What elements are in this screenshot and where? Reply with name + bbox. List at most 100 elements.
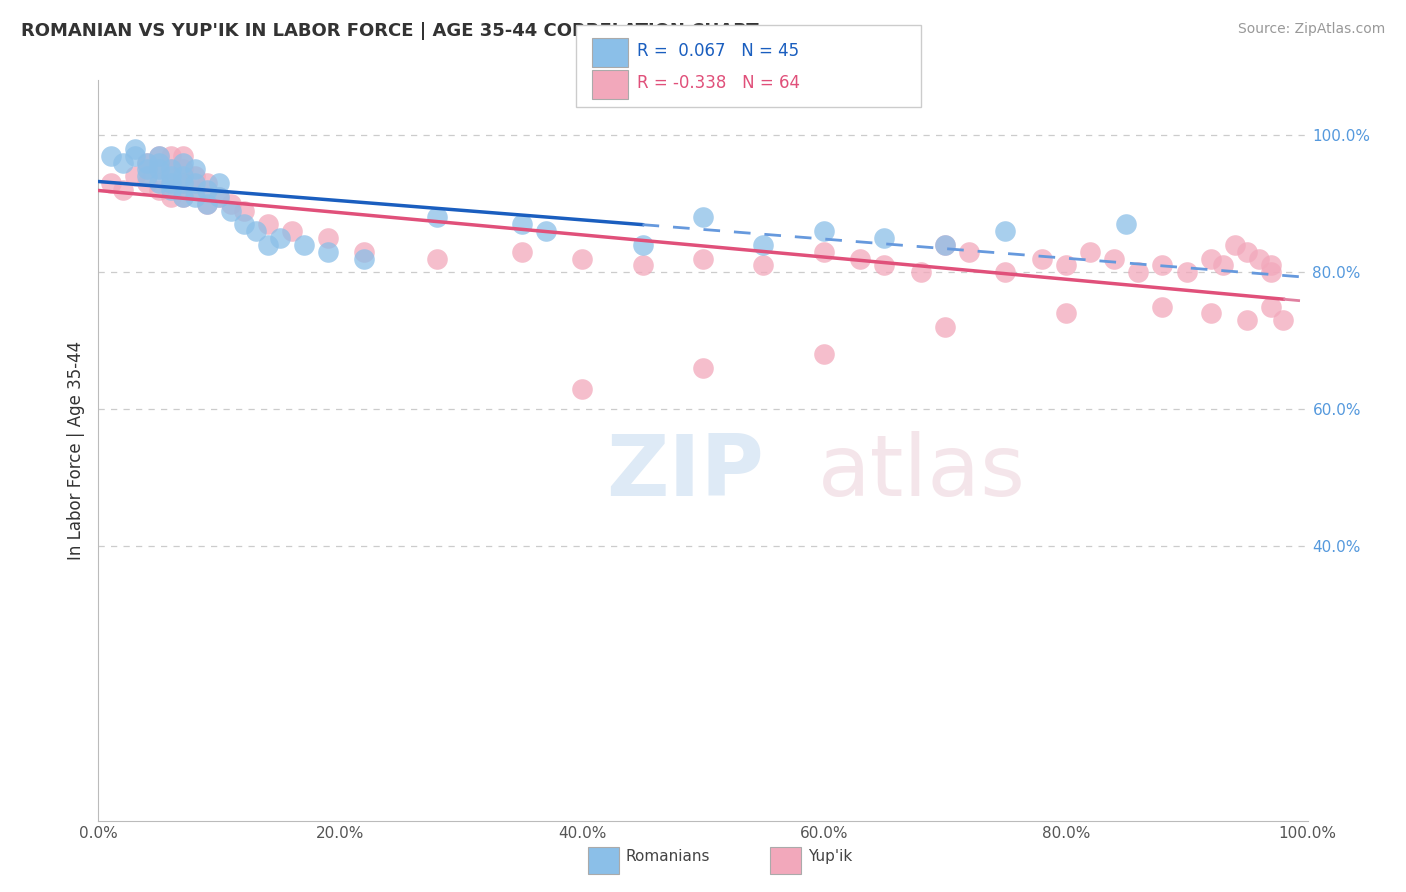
Point — [148, 149, 170, 163]
Point — [221, 203, 243, 218]
Point — [1152, 300, 1174, 314]
Point — [184, 176, 207, 190]
Point — [160, 149, 183, 163]
Point — [316, 244, 339, 259]
Text: Source: ZipAtlas.com: Source: ZipAtlas.com — [1237, 22, 1385, 37]
Point — [195, 196, 218, 211]
Point — [160, 190, 183, 204]
Point — [426, 211, 449, 225]
Point — [135, 169, 157, 184]
Point — [353, 244, 375, 259]
Point — [813, 244, 835, 259]
Text: R = -0.338   N = 64: R = -0.338 N = 64 — [637, 74, 800, 92]
Point — [256, 217, 278, 231]
Point — [1078, 244, 1101, 259]
Point — [111, 155, 134, 169]
Point — [934, 320, 956, 334]
Text: R =  0.067   N = 45: R = 0.067 N = 45 — [637, 42, 799, 60]
Point — [1212, 259, 1234, 273]
Point — [510, 244, 533, 259]
Point — [849, 252, 872, 266]
Point — [813, 224, 835, 238]
Point — [426, 252, 449, 266]
Point — [1054, 259, 1077, 273]
Point — [510, 217, 533, 231]
Point — [1199, 306, 1222, 320]
Point — [172, 149, 194, 163]
Point — [148, 183, 170, 197]
Point — [172, 162, 194, 177]
Point — [752, 237, 775, 252]
Point — [934, 237, 956, 252]
Point — [135, 155, 157, 169]
Text: ZIP: ZIP — [606, 431, 763, 514]
Point — [148, 176, 170, 190]
Point — [1249, 252, 1271, 266]
Point — [752, 259, 775, 273]
Point — [232, 217, 254, 231]
Point — [124, 149, 146, 163]
Point — [124, 169, 146, 184]
Point — [1115, 217, 1137, 231]
Point — [269, 231, 291, 245]
Point — [184, 169, 207, 184]
Point — [172, 176, 194, 190]
Point — [208, 190, 231, 204]
Point — [148, 149, 170, 163]
Point — [873, 259, 896, 273]
Point — [148, 155, 170, 169]
Point — [111, 183, 134, 197]
Point — [1199, 252, 1222, 266]
Point — [172, 190, 194, 204]
Point — [135, 162, 157, 177]
Point — [172, 190, 194, 204]
Point — [135, 155, 157, 169]
Point — [631, 237, 654, 252]
Point — [957, 244, 980, 259]
Point — [1236, 244, 1258, 259]
Y-axis label: In Labor Force | Age 35-44: In Labor Force | Age 35-44 — [66, 341, 84, 560]
Point — [160, 162, 183, 177]
Point — [292, 237, 315, 252]
Point — [994, 224, 1017, 238]
Point — [232, 203, 254, 218]
Point — [184, 190, 207, 204]
Point — [910, 265, 932, 279]
Point — [1031, 252, 1053, 266]
Point — [281, 224, 304, 238]
Point — [172, 176, 194, 190]
Point — [160, 183, 183, 197]
Point — [208, 176, 231, 190]
Point — [245, 224, 267, 238]
Point — [316, 231, 339, 245]
Point — [692, 252, 714, 266]
Point — [184, 162, 207, 177]
Point — [172, 155, 194, 169]
Point — [1152, 259, 1174, 273]
Point — [813, 347, 835, 361]
Point — [100, 149, 122, 163]
Point — [221, 196, 243, 211]
Point — [124, 142, 146, 156]
Point — [1260, 300, 1282, 314]
Point — [873, 231, 896, 245]
Point — [1260, 265, 1282, 279]
Point — [534, 224, 557, 238]
Point — [208, 190, 231, 204]
Point — [994, 265, 1017, 279]
Point — [195, 176, 218, 190]
Point — [256, 237, 278, 252]
Point — [1260, 259, 1282, 273]
Point — [1236, 313, 1258, 327]
Point — [148, 162, 170, 177]
Point — [160, 162, 183, 177]
Point — [160, 169, 183, 184]
Point — [1223, 237, 1246, 252]
Point — [195, 183, 218, 197]
Point — [172, 169, 194, 184]
Point — [692, 361, 714, 376]
Point — [692, 211, 714, 225]
Text: Yup'ik: Yup'ik — [808, 849, 852, 863]
Point — [571, 252, 593, 266]
Point — [353, 252, 375, 266]
